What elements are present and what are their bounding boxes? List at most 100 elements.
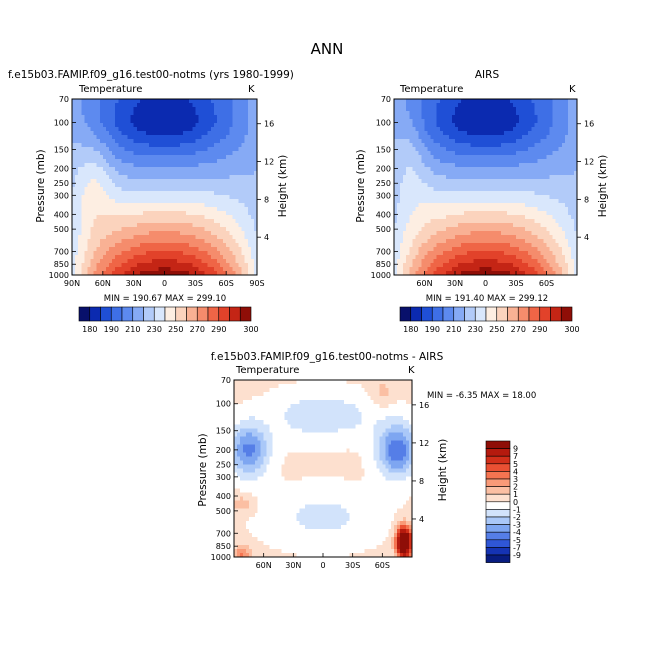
colorbar-swatch xyxy=(486,464,510,472)
colorbar-label: 180 xyxy=(403,325,418,334)
latitude-tick-label: 60S xyxy=(539,279,554,288)
min-max-text: MIN = -6.35 MAX = 18.00 xyxy=(427,391,536,401)
colorbar-swatch xyxy=(486,547,510,555)
height-tick-label: 12 xyxy=(264,158,274,167)
panel-difference: f.e15b03.FAMIP.f09_g16.test00-notms - AI… xyxy=(197,351,536,570)
colorbar-swatch xyxy=(465,307,476,321)
colorbar-label: 290 xyxy=(532,325,547,334)
units-label: K xyxy=(408,365,415,376)
pressure-tick-label: 250 xyxy=(376,179,391,188)
pressure-tick-label: 850 xyxy=(376,260,391,269)
colorbar-swatch xyxy=(561,307,572,321)
latitude-tick-label: 60N xyxy=(95,279,111,288)
panel-title: AIRS xyxy=(475,69,500,81)
latitude-tick-label: 60S xyxy=(219,279,234,288)
colorbar-swatch xyxy=(432,307,443,321)
height-tick-label: 16 xyxy=(584,120,594,129)
height-tick-label: 16 xyxy=(419,401,429,410)
y-axis-label: Pressure (mb) xyxy=(35,149,47,222)
units-label: K xyxy=(569,84,576,95)
y-axis-label-right: Height (km) xyxy=(437,439,449,502)
colorbar-label: 230 xyxy=(468,325,483,334)
pressure-tick-label: 150 xyxy=(216,427,231,436)
pressure-tick-label: 200 xyxy=(216,446,231,455)
pressure-tick-label: 500 xyxy=(216,507,231,516)
colorbar-swatch xyxy=(475,307,486,321)
panel-title: f.e15b03.FAMIP.f09_g16.test00-notms - AI… xyxy=(211,351,444,363)
colorbar-swatch xyxy=(486,517,510,525)
colorbar-swatch xyxy=(486,479,510,487)
colorbar-swatch xyxy=(197,307,208,321)
latitude-tick-label: 0 xyxy=(483,279,488,288)
height-tick-label: 12 xyxy=(419,439,429,448)
colorbar-swatch xyxy=(486,509,510,517)
height-tick-label: 4 xyxy=(419,515,424,524)
height-tick-label: 8 xyxy=(584,195,589,204)
colorbar-label: 300 xyxy=(564,325,579,334)
pressure-tick-label: 1000 xyxy=(371,271,391,280)
colorbar-label: 270 xyxy=(190,325,205,334)
pressure-tick-label: 70 xyxy=(381,95,391,104)
pressure-tick-label: 500 xyxy=(54,225,69,234)
colorbar-label: 300 xyxy=(243,325,258,334)
y-axis-label-right: Height (km) xyxy=(597,155,609,218)
pressure-tick-label: 150 xyxy=(54,145,69,154)
colorbar-swatch xyxy=(497,307,508,321)
colorbar-swatch xyxy=(551,307,562,321)
colorbar-label: 290 xyxy=(211,325,226,334)
height-tick-label: 12 xyxy=(584,158,594,167)
latitude-tick-label: 30N xyxy=(126,279,142,288)
pressure-tick-label: 70 xyxy=(221,376,231,385)
colorbar-swatch xyxy=(165,307,176,321)
colorbar-swatch xyxy=(540,307,551,321)
colorbar-label: 210 xyxy=(125,325,140,334)
colorbar-swatch xyxy=(208,307,219,321)
colorbar-label: 180 xyxy=(82,325,97,334)
colorbar-swatch xyxy=(176,307,187,321)
height-tick-label: 16 xyxy=(264,120,274,129)
colorbar-swatch xyxy=(219,307,230,321)
colorbar-swatch xyxy=(486,487,510,495)
colorbar-swatch xyxy=(454,307,465,321)
colorbar-label: 270 xyxy=(511,325,526,334)
colorbar-swatch xyxy=(133,307,144,321)
pressure-tick-label: 700 xyxy=(54,247,69,256)
contour-plot-model: 7010015020025030040050070085010001612849… xyxy=(49,95,275,288)
colorbar-swatch xyxy=(79,307,90,321)
height-tick-label: 8 xyxy=(264,195,269,204)
colorbar-label: 190 xyxy=(104,325,119,334)
colorbar-swatch xyxy=(518,307,529,321)
contour-field xyxy=(394,99,578,276)
units-label: K xyxy=(248,84,255,95)
latitude-tick-label: 30S xyxy=(508,279,523,288)
latitude-tick-label: 30N xyxy=(447,279,463,288)
pressure-tick-label: 200 xyxy=(54,164,69,173)
colorbar-swatch xyxy=(486,449,510,457)
latitude-tick-label: 30S xyxy=(345,561,360,570)
latitude-tick-label: 60N xyxy=(256,561,272,570)
height-tick-label: 4 xyxy=(584,233,589,242)
pressure-tick-label: 250 xyxy=(54,179,69,188)
colorbar-swatch xyxy=(508,307,519,321)
contour-field xyxy=(234,380,413,558)
pressure-tick-label: 300 xyxy=(54,191,69,200)
pressure-tick-label: 400 xyxy=(54,210,69,219)
min-max-text: MIN = 191.40 MAX = 299.12 xyxy=(426,294,548,304)
pressure-tick-label: 850 xyxy=(216,542,231,551)
pressure-tick-label: 1000 xyxy=(211,553,231,562)
panel-airs: AIRS Temperature K 701001502002503004005… xyxy=(355,69,609,334)
colorbar-swatch xyxy=(529,307,540,321)
y-axis-label: Pressure (mb) xyxy=(355,149,367,222)
latitude-tick-label: 90N xyxy=(64,279,80,288)
colorbar-label: -9 xyxy=(513,551,521,560)
colorbar-swatch xyxy=(122,307,133,321)
panel-model: f.e15b03.FAMIP.f09_g16.test00-notms (yrs… xyxy=(8,69,294,334)
pressure-tick-label: 100 xyxy=(54,119,69,128)
colorbar-swatch xyxy=(486,525,510,533)
colorbar-label: 250 xyxy=(489,325,504,334)
pressure-tick-label: 850 xyxy=(54,260,69,269)
pressure-tick-label: 200 xyxy=(376,164,391,173)
contour-field xyxy=(72,99,258,276)
colorbar-swatch xyxy=(443,307,454,321)
